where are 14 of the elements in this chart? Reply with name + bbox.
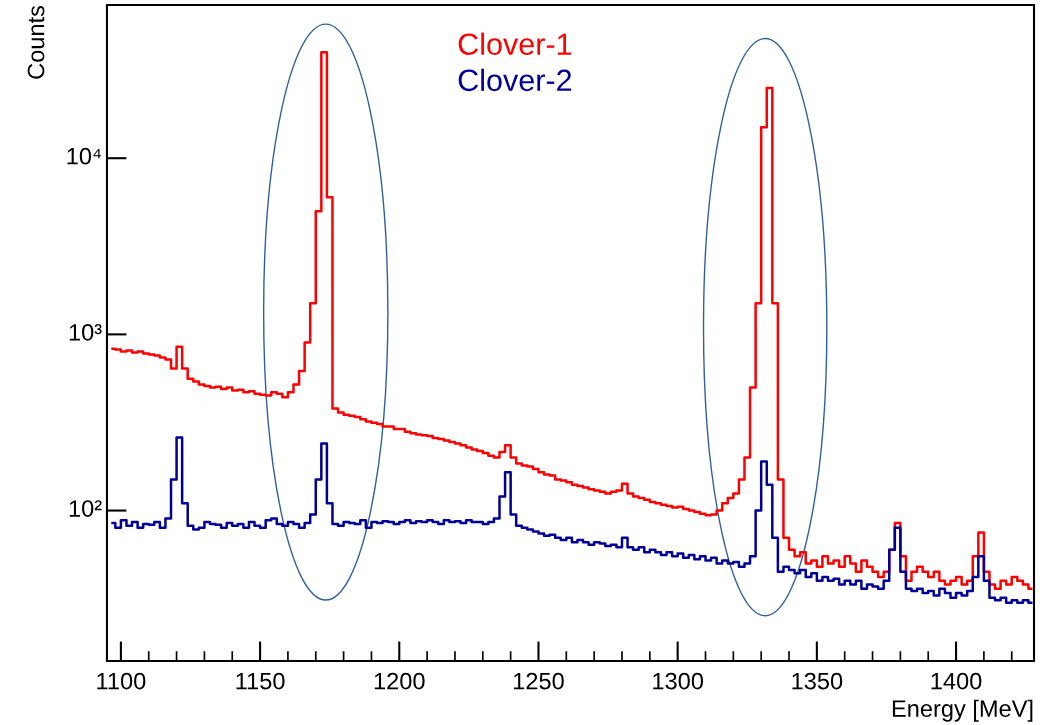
- x-tick-label: 1400: [931, 672, 982, 690]
- y-axis-title: Counts: [27, 5, 45, 79]
- x-tick-label: 1250: [514, 672, 564, 690]
- x-axis-title: Energy [MeV]: [892, 699, 1033, 722]
- x-tick-label: 1100: [97, 672, 146, 690]
- y-tick-label: 10⁴: [67, 147, 101, 165]
- x-tick-label: 1150: [236, 672, 285, 690]
- y-tick-label: 10³: [69, 324, 102, 341]
- x-tick-label: 1350: [792, 672, 843, 690]
- x-tick-label: 1200: [374, 672, 425, 690]
- text: Clover-1: [458, 32, 572, 56]
- x-tick-label: 1300: [653, 672, 704, 690]
- text: Clover-2: [458, 68, 572, 92]
- y-tick-label: 10²: [69, 500, 102, 517]
